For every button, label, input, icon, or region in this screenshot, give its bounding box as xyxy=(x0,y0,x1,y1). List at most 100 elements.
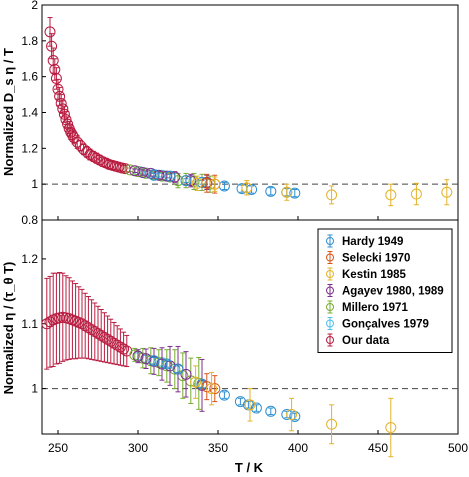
top-y-axis-label: Normalized D_s η / T xyxy=(1,48,16,176)
legend-label: Our data xyxy=(342,335,390,347)
bottom-series-kestin-1985 xyxy=(190,365,397,458)
bottom-data-point xyxy=(132,350,144,362)
bottom-data-point xyxy=(289,410,301,422)
bottom-y-tick-label: 1 xyxy=(31,382,38,396)
legend: Hardy 1949 Selecki 1970 Kestin 1985 Agayev … xyxy=(317,228,453,353)
top-data-point xyxy=(161,170,173,182)
x-tick-label: 450 xyxy=(368,441,388,455)
top-data-point xyxy=(74,140,86,152)
x-axis-label: T / K xyxy=(235,460,264,475)
top-data-point xyxy=(65,126,77,138)
bottom-series-selecki-1970 xyxy=(201,373,221,403)
top-data-point xyxy=(289,187,301,199)
bottom-data-point xyxy=(108,337,120,349)
top-data-point xyxy=(54,90,66,102)
bottom-data-point xyxy=(89,326,101,338)
top-data-point xyxy=(191,177,203,189)
top-data-point xyxy=(58,108,70,120)
bottom-data-point xyxy=(41,318,53,330)
legend-marker xyxy=(326,270,334,278)
top-data-point xyxy=(129,165,141,177)
bottom-data-point xyxy=(98,331,110,343)
legend-marker xyxy=(326,319,334,328)
top-data-point xyxy=(50,72,62,84)
legend-label: Millero 1971 xyxy=(342,302,408,314)
bottom-data-point xyxy=(286,409,298,421)
legend-label: Agayev 1980, 1989 xyxy=(342,286,444,298)
top-data-point xyxy=(180,175,192,187)
bottom-data-point xyxy=(95,329,107,341)
x-tick-label: 300 xyxy=(128,441,148,455)
x-tick-label: 350 xyxy=(208,441,228,455)
bottom-data-point xyxy=(114,341,126,353)
bottom-data-point xyxy=(164,360,176,372)
bottom-data-point xyxy=(265,405,277,417)
top-data-point xyxy=(55,98,67,110)
legend-label: Hardy 1949 xyxy=(342,236,403,248)
bottom-data-point xyxy=(326,418,338,430)
top-y-tick-label: 1.2 xyxy=(21,141,38,155)
bottom-data-point xyxy=(79,320,91,332)
top-data-point xyxy=(62,118,74,130)
bottom-data-point xyxy=(218,389,230,401)
bottom-data-point xyxy=(161,358,173,370)
legend-marker xyxy=(326,237,334,245)
bottom-data-point xyxy=(206,383,218,395)
bottom-data-point xyxy=(172,363,184,375)
legend-marker xyxy=(326,286,334,295)
bottom-y-tick-label: 1.2 xyxy=(21,252,38,266)
x-tick-label: 250 xyxy=(48,441,68,455)
top-data-point xyxy=(326,189,338,201)
top-data-point xyxy=(137,167,149,179)
top-series-our-data xyxy=(44,17,131,175)
bottom-y-axis-label: Normalized η / (τ_θ T) xyxy=(1,262,16,395)
bottom-data-point xyxy=(385,422,397,434)
top-y-tick-label: 0.8 xyxy=(21,213,38,227)
bottom-series-our-data xyxy=(41,272,133,370)
bottom-data-point xyxy=(86,324,98,336)
bottom-axes-box xyxy=(41,219,459,435)
top-y-tick-label: 1.6 xyxy=(21,70,38,84)
bottom-data-point xyxy=(190,376,202,388)
top-data-point xyxy=(49,64,61,75)
top-data-point xyxy=(164,170,176,182)
bottom-data-point xyxy=(148,355,160,367)
bottom-data-point xyxy=(209,383,221,395)
bottom-data-point xyxy=(244,399,256,411)
x-tick-label: 500 xyxy=(448,441,468,455)
bottom-data-point xyxy=(92,327,104,339)
bottom-data-point xyxy=(180,368,192,380)
top-data-point xyxy=(441,186,453,198)
top-series-kestin-1985 xyxy=(191,175,453,207)
legend-marker xyxy=(326,253,334,262)
top-data-point xyxy=(209,178,221,190)
top-y-tick-label: 2 xyxy=(31,0,38,12)
legend-label: Kestin 1985 xyxy=(342,269,407,281)
legend-label: Selecki 1970 xyxy=(342,253,410,265)
bottom-data-point xyxy=(105,335,117,347)
top-data-point xyxy=(57,103,69,115)
bottom-panel: Normalized η / (τ_θ T) 1 1.1 1.2 250 300 350 4… xyxy=(1,219,468,458)
top-data-point xyxy=(265,185,277,197)
top-data-point xyxy=(281,186,293,198)
top-data-point xyxy=(44,26,56,38)
top-data-point xyxy=(385,189,397,201)
top-y-tick-label: 1.8 xyxy=(21,34,38,48)
top-panel: Normalized D_s η / T 0.8 1 1.2 1.4 1.6 1.8 2 xyxy=(1,0,459,227)
bottom-series-hardy-1949 xyxy=(148,355,301,422)
bottom-data-point xyxy=(118,343,130,355)
bottom-data-point xyxy=(140,353,152,365)
top-data-point xyxy=(46,40,58,52)
top-y-tick-label: 1 xyxy=(31,177,38,191)
bottom-data-point xyxy=(76,318,88,330)
bottom-data-point xyxy=(250,402,262,414)
legend-box xyxy=(317,228,453,353)
top-data-point xyxy=(148,169,160,181)
bottom-data-point xyxy=(44,316,56,328)
top-data-point xyxy=(241,182,253,194)
bottom-data-point xyxy=(82,322,94,334)
legend-marker xyxy=(326,303,334,311)
top-data-point xyxy=(52,83,64,95)
bottom-data-point xyxy=(111,339,123,351)
